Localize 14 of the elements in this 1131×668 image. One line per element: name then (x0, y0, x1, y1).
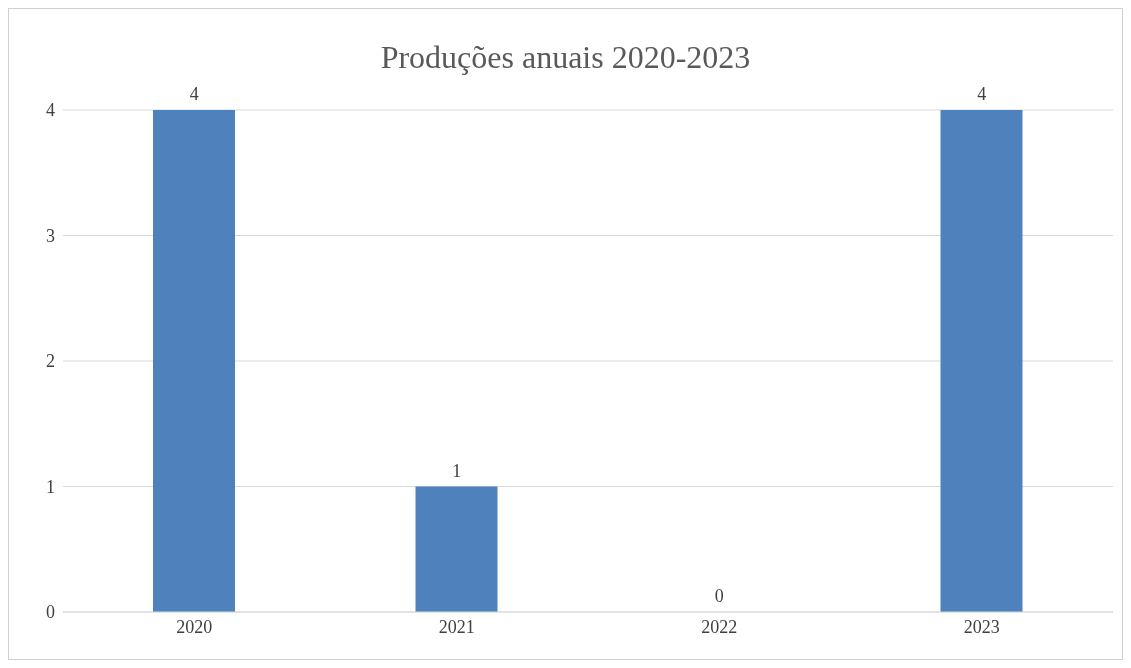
data-label: 0 (714, 586, 724, 606)
x-tick-label: 2021 (438, 616, 475, 637)
y-tick-label: 3 (46, 225, 55, 246)
y-tick-label: 4 (46, 100, 55, 121)
data-label: 1 (452, 460, 462, 481)
chart-title: Produções anuais 2020-2023 (379, 39, 752, 76)
y-tick-label: 0 (46, 602, 55, 623)
y-tick-label: 1 (46, 476, 55, 497)
y-tick-label: 2 (46, 351, 55, 372)
x-tick-label: 2023 (963, 616, 1000, 637)
data-label: 4 (977, 84, 987, 104)
x-tick-label: 2022 (701, 616, 738, 637)
x-tick-label: 2020 (176, 616, 213, 637)
data-label: 4 (189, 84, 199, 104)
